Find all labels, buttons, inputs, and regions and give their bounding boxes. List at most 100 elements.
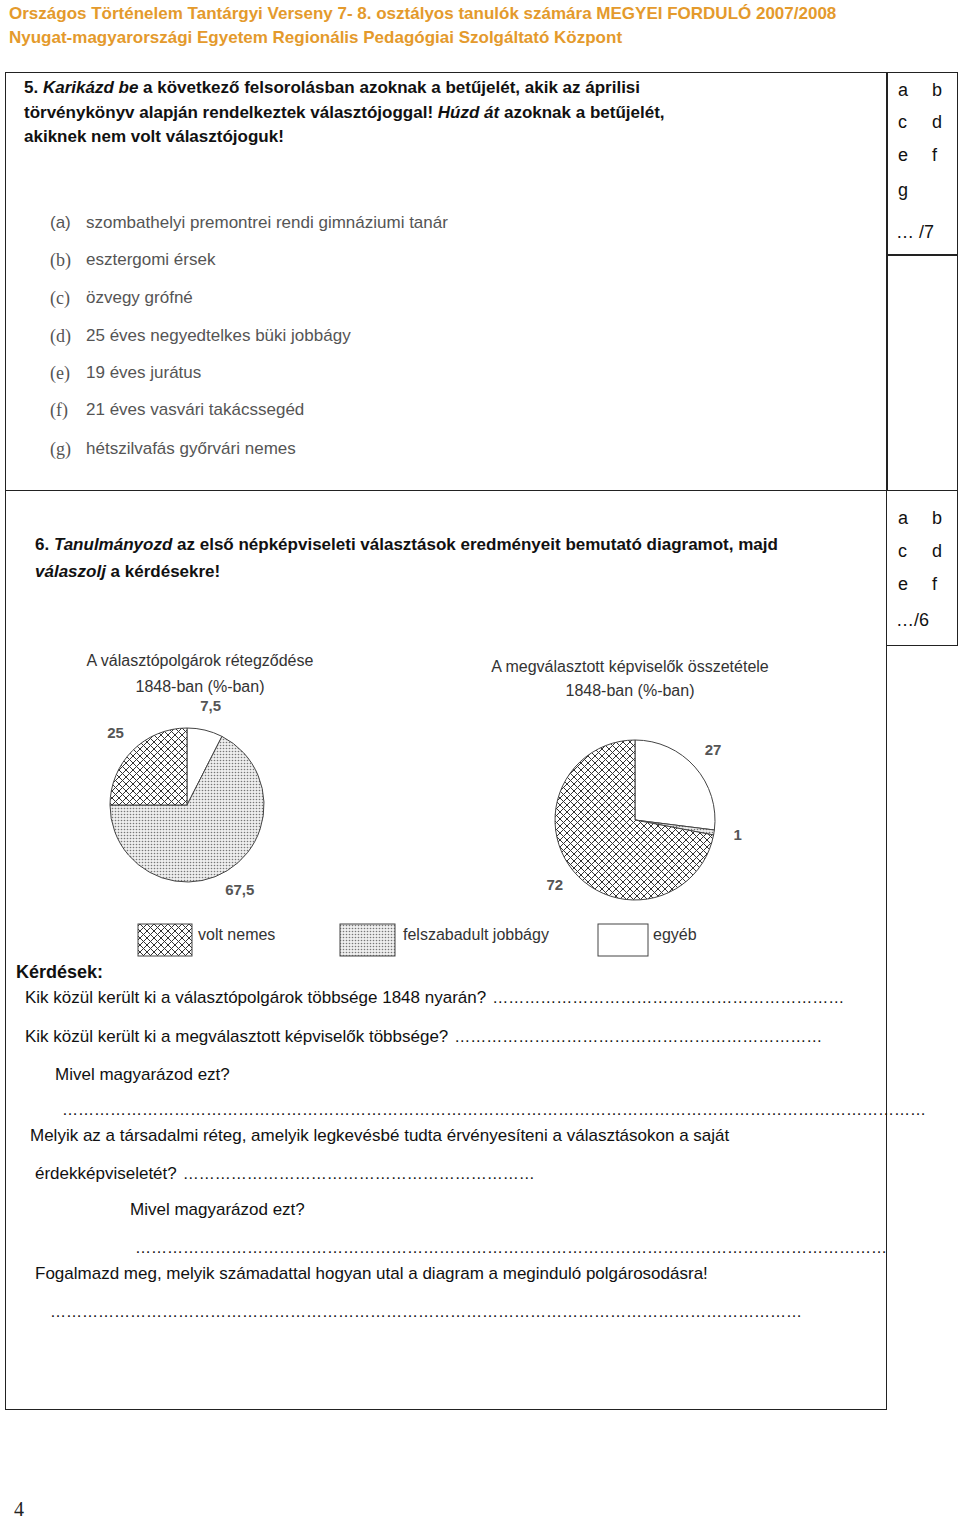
- text-run: akiknek nem volt választójoguk!: [24, 127, 284, 146]
- item-letter: (c): [50, 288, 70, 309]
- pie-slice: felszabadult jobbágy: [110, 736, 264, 882]
- legend-label: felszabadult jobbágy: [403, 926, 549, 943]
- legend-swatch: [598, 924, 648, 956]
- question-line: Mivel magyarázod ezt?: [130, 1200, 305, 1220]
- question-line: Kik közül került ki a megválasztott képv…: [25, 1027, 822, 1047]
- score-letter: f: [932, 145, 937, 166]
- instruction-line: 5. Karikázd be a következő felsorolásban…: [24, 78, 640, 98]
- legend-label: egyéb: [653, 926, 697, 943]
- question-text: Kik közül került ki a megválasztott képv…: [25, 1027, 448, 1046]
- data-labels: 7,5 67,5 25: [107, 697, 254, 898]
- score-letter: a: [898, 80, 908, 101]
- text-run: a következő felsorolásban azoknak a betű…: [138, 78, 640, 97]
- item-text: 25 éves negyedtelkes büki jobbágy: [86, 326, 351, 346]
- question-text: Fogalmazd meg, melyik számadattal hogyan…: [35, 1264, 708, 1283]
- score-letter: c: [898, 112, 907, 133]
- question-line: Fogalmazd meg, melyik számadattal hogyan…: [35, 1264, 708, 1284]
- chart-subtitle: 1848-ban (%-ban): [0, 678, 410, 696]
- pie-slice: felszabadult jobbágy: [635, 820, 714, 835]
- score-letter: e: [898, 145, 908, 166]
- question-text: Melyik az a társadalmi réteg, amelyik le…: [30, 1126, 729, 1145]
- emphasis: válaszolj: [35, 562, 106, 581]
- item-letter: (b): [50, 250, 71, 271]
- question-line: ……………………………………………………………………………………………………………: [62, 1100, 926, 1120]
- item-text: 19 éves jurátus: [86, 363, 201, 383]
- emphasis: Tanulmányozd: [54, 535, 172, 554]
- score-letter: a: [898, 508, 908, 529]
- answer-blank: …………………………………………………………: [183, 1165, 535, 1182]
- text-run: törvénykönyv alapján rendelkeztek válasz…: [24, 103, 438, 122]
- data-label: 25: [107, 724, 124, 741]
- header-subtitle: Nyugat-magyarországi Egyetem Regionális …: [9, 28, 622, 48]
- score-letter: e: [898, 574, 908, 595]
- score-letter: d: [932, 112, 942, 133]
- charts: egyébfelszabadult jobbágyvolt nemes7,567…: [0, 0, 960, 1522]
- item-text: özvegy grófné: [86, 288, 193, 308]
- text-run: az első népképviseleti választások eredm…: [172, 535, 778, 554]
- data-label: 67,5: [225, 881, 254, 898]
- item-letter: (d): [50, 326, 71, 347]
- emphasis: Karikázd be: [43, 78, 138, 97]
- item-letter: (e): [50, 363, 70, 384]
- score-letter: g: [898, 180, 908, 201]
- pie: egyébfelszabadult jobbágyvolt nemes: [555, 740, 715, 900]
- answer-blank: ……………………………………………………………………………………………………………: [135, 1239, 887, 1256]
- item-letter: (g): [50, 439, 71, 460]
- question-text: Kik közül került ki a választópolgárok t…: [25, 988, 486, 1007]
- emphasis: Húzd át: [438, 103, 499, 122]
- frame: [886, 254, 958, 256]
- pie-slice: volt nemes: [110, 728, 187, 805]
- chart-title: A megválasztott képviselők összetétele: [420, 658, 840, 676]
- chart-subtitle: 1848-ban (%-ban): [420, 682, 840, 700]
- question-line: érdekképviseletét? …………………………………………………………: [35, 1164, 535, 1184]
- legend-label: volt nemes: [198, 926, 275, 943]
- item-text: 21 éves vasvári takácssegéd: [86, 400, 304, 420]
- score-letter: d: [932, 541, 942, 562]
- data-label: 1: [734, 826, 742, 843]
- page: Országos Történelem Tantárgyi Verseny 7-…: [0, 0, 960, 1522]
- data-label: 7,5: [200, 697, 221, 714]
- data-labels: 27 1 72: [547, 741, 742, 893]
- instruction-line: válaszolj a kérdésekre!: [35, 562, 220, 582]
- pie-slice: egyéb: [187, 728, 222, 805]
- item-text: szombathelyi premontrei rendi gimnáziumi…: [86, 213, 448, 233]
- text-run: 6.: [35, 535, 54, 554]
- question-line: Kik közül került ki a választópolgárok t…: [25, 988, 844, 1008]
- legend: volt nemes felszabadult jobbágy egyéb: [138, 924, 697, 956]
- page-number: 4: [14, 1498, 24, 1521]
- data-label: 27: [705, 741, 722, 758]
- pie-slice: egyéb: [635, 740, 715, 830]
- header-title: Országos Történelem Tantárgyi Verseny 7-…: [9, 4, 836, 24]
- answer-blank: ……………………………………………………………: [454, 1028, 822, 1045]
- answer-blank: ……………………………………………………………………………………………………………: [50, 1303, 802, 1320]
- score-letter: f: [932, 574, 937, 595]
- data-label: 72: [547, 876, 564, 893]
- pie-slice: volt nemes: [555, 740, 714, 900]
- questions-heading: Kérdések:: [16, 962, 103, 983]
- legend-swatch: [138, 924, 192, 956]
- pie: egyébfelszabadult jobbágyvolt nemes: [110, 728, 264, 882]
- frame: [886, 72, 888, 491]
- text-run: a kérdésekre!: [106, 562, 220, 581]
- question-text: Mivel magyarázod ezt?: [55, 1065, 230, 1084]
- instruction-line: törvénykönyv alapján rendelkeztek válasz…: [24, 103, 665, 123]
- question-line: ……………………………………………………………………………………………………………: [135, 1238, 887, 1258]
- instruction-line: 6. Tanulmányozd az első népképviseleti v…: [35, 535, 778, 555]
- answer-blank: ……………………………………………………………………………………………………………: [62, 1101, 926, 1118]
- legend-swatch: [340, 924, 395, 956]
- chart-title: A választópolgárok rétegződése: [0, 652, 410, 670]
- item-text: hétszilvafás győrvári nemes: [86, 439, 296, 459]
- text-run: 5.: [24, 78, 43, 97]
- question-text: Mivel magyarázod ezt?: [130, 1200, 305, 1219]
- score-letter: b: [932, 508, 942, 529]
- score-letter: c: [898, 541, 907, 562]
- item-letter: (f): [50, 400, 68, 421]
- item-letter: (a): [50, 213, 71, 233]
- item-text: esztergomi érsek: [86, 250, 215, 270]
- question-line: Mivel magyarázod ezt?: [55, 1065, 230, 1085]
- answer-blank: …………………………………………………………: [492, 989, 844, 1006]
- instruction-line: akiknek nem volt választójoguk!: [24, 127, 284, 147]
- score-total: … /7: [896, 222, 934, 243]
- question-text: érdekképviseletét?: [35, 1164, 177, 1183]
- text-run: azoknak a betűjelét,: [499, 103, 664, 122]
